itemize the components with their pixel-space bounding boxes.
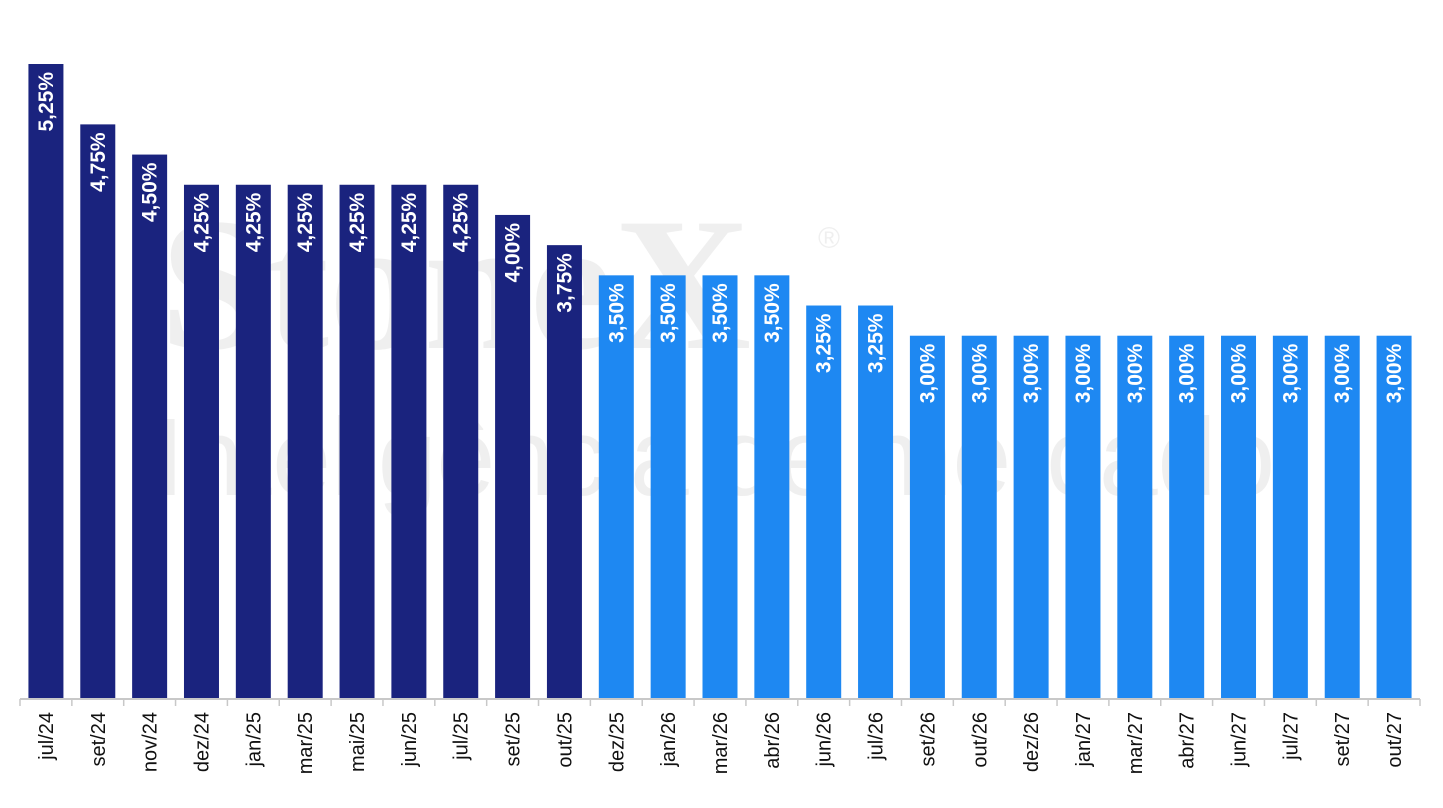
bar-data-label: 3,50%: [605, 283, 628, 343]
bar-mar-27: [1117, 335, 1153, 698]
bar-data-label: 4,75%: [87, 132, 110, 192]
bar-data-label: 3,25%: [865, 313, 888, 373]
bar-data-label: 3,00%: [1279, 343, 1302, 403]
bar-data-label: 3,75%: [553, 253, 576, 313]
x-tick-label: set/24: [88, 712, 110, 766]
bar-mar-26: [702, 275, 738, 698]
bar-jan-27: [1065, 335, 1101, 698]
bar-out-27: [1376, 335, 1412, 698]
x-tick-label: mar/25: [295, 712, 317, 774]
x-tick-label: jan/26: [658, 712, 680, 768]
bar-dez-26: [1013, 335, 1049, 698]
bar-set-24: [80, 124, 116, 698]
bar-data-label: 3,50%: [709, 283, 732, 343]
x-tick-label: out/27: [1384, 712, 1406, 768]
bar-data-label: 5,25%: [35, 72, 58, 132]
x-tick-label: jul/25: [451, 712, 473, 761]
bar-out-26: [961, 335, 997, 698]
x-tick-label: set/27: [1332, 712, 1354, 766]
bar-data-label: 3,00%: [1176, 343, 1199, 403]
x-tick-label: set/25: [503, 712, 525, 766]
bar-data-label: 4,00%: [502, 223, 525, 283]
x-tick-label: jul/24: [36, 712, 58, 761]
bar-set-26: [909, 335, 945, 698]
bar-data-label: 3,00%: [1228, 343, 1251, 403]
bar-jun-26: [806, 305, 842, 698]
bar-data-label: 3,00%: [1383, 343, 1406, 403]
bar-jun-25: [391, 184, 427, 698]
x-tick-label: jun/26: [814, 712, 836, 768]
bar-abr-26: [754, 275, 790, 698]
bar-labels-group: 5,25% 4,75% 4,50% 4,25% 4,25% 4,25% 4,25% 4,25%…: [35, 72, 1406, 404]
x-tick-label: abr/26: [762, 712, 784, 769]
bar-nov-24: [132, 154, 168, 698]
watermark-registered-mark: ®: [818, 222, 840, 255]
x-tick-label: jul/26: [866, 712, 888, 761]
bar-jan-26: [650, 275, 686, 698]
x-tick-label: out/25: [554, 712, 576, 768]
x-tick-label: set/26: [917, 712, 939, 766]
x-tick-label: mai/25: [347, 712, 369, 772]
x-tick-label: dez/26: [1021, 712, 1043, 772]
bar-data-label: 4,25%: [190, 192, 213, 252]
bar-data-label: 4,25%: [346, 192, 369, 252]
x-tick-label: dez/25: [606, 712, 628, 772]
bars-group: [28, 64, 1412, 698]
bar-data-label: 4,25%: [398, 192, 421, 252]
x-tick-label: jun/27: [1229, 712, 1251, 768]
x-tick-label: dez/24: [191, 712, 213, 772]
x-tick-label: nov/24: [140, 712, 162, 772]
bar-data-label: 4,25%: [450, 192, 473, 252]
bar-jul-26: [858, 305, 894, 698]
x-tick-label: mar/27: [1125, 712, 1147, 774]
bar-set-27: [1324, 335, 1360, 698]
bar-set-25: [495, 214, 531, 698]
x-ticks-group: [19, 699, 1421, 706]
bar-out-25: [546, 245, 582, 698]
bar-jul-25: [443, 184, 479, 698]
bar-data-label: 3,50%: [761, 283, 784, 343]
bar-data-label: 4,50%: [139, 162, 162, 222]
bar-data-label: 3,00%: [968, 343, 991, 403]
bar-data-label: 3,25%: [813, 313, 836, 373]
x-tick-label: abr/27: [1177, 712, 1199, 769]
bar-data-label: 3,00%: [916, 343, 939, 403]
x-tick-label: mar/26: [710, 712, 732, 774]
bar-jul-27: [1272, 335, 1308, 698]
bar-jul-24: [28, 64, 64, 698]
bar-data-label: 3,50%: [657, 283, 680, 343]
bar-data-label: 4,25%: [294, 192, 317, 252]
x-tick-label: jun/25: [399, 712, 421, 768]
bar-dez-24: [183, 184, 219, 698]
bar-abr-27: [1169, 335, 1205, 698]
bar-data-label: 3,00%: [1124, 343, 1147, 403]
bar-jun-27: [1221, 335, 1257, 698]
bar-data-label: 3,00%: [1020, 343, 1043, 403]
bar-jan-25: [235, 184, 271, 698]
x-tick-label: jan/27: [1073, 712, 1095, 768]
bar-mar-25: [287, 184, 323, 698]
bar-data-label: 4,25%: [242, 192, 265, 252]
bar-data-label: 3,00%: [1331, 343, 1354, 403]
x-tick-label: jan/25: [243, 712, 265, 768]
bar-mai-25: [339, 184, 375, 698]
x-tick-labels-group: jul/24 set/24 nov/24 dez/24 jan/25 mar/25 mai/…: [36, 712, 1406, 774]
bar-data-label: 3,00%: [1072, 343, 1095, 403]
bar-dez-25: [598, 275, 634, 698]
x-tick-label: jul/27: [1280, 712, 1302, 761]
x-tick-label: out/26: [969, 712, 991, 768]
